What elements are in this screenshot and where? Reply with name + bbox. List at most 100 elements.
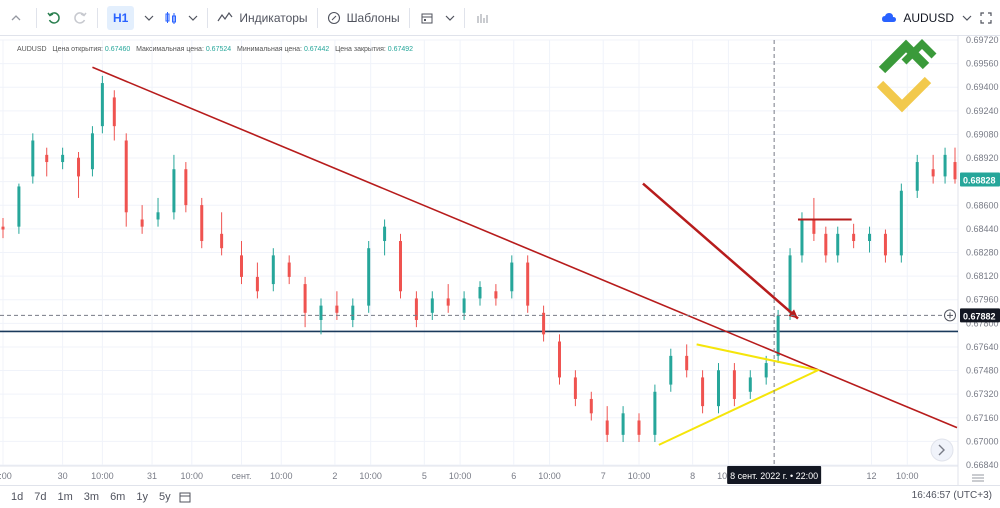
legend-high-label: Максимальная цена: [136, 46, 204, 53]
candle-body [764, 363, 768, 378]
calendar-range-icon[interactable] [179, 491, 191, 503]
candle-body [557, 341, 561, 378]
y-tick-label: 0.69400 [966, 82, 999, 92]
candle-body [90, 133, 94, 170]
top-toolbar: H1 Индикаторы Шаблоны AUDUSD [0, 0, 1000, 36]
candle-body [112, 97, 116, 127]
trendline[interactable] [92, 66, 958, 429]
toolbar-divider [463, 7, 465, 28]
compare-button[interactable] [469, 0, 495, 35]
candle-body [478, 286, 482, 299]
candle-body [716, 370, 720, 407]
candle-body [239, 255, 243, 277]
scroll-realtime-button[interactable] [930, 438, 954, 462]
alert-button[interactable] [414, 0, 440, 35]
y-tick-label: 0.68600 [966, 200, 999, 210]
y-tick-label: 0.68120 [966, 271, 999, 281]
range-7d[interactable]: 7d [34, 491, 47, 503]
range-1y[interactable]: 1y [136, 491, 148, 503]
chart-area[interactable]: 0.69720 0.69560 0.69400 0.69240 0.69080 0.689… [0, 35, 1000, 485]
indicators-label: Индикаторы [239, 10, 308, 25]
price-chart[interactable]: 0.69720 0.69560 0.69400 0.69240 0.69080 0.689… [0, 35, 1000, 485]
y-tick-label: 0.68280 [966, 248, 999, 258]
chevron-right-icon [938, 444, 945, 456]
candle-body [589, 398, 593, 414]
interval-dropdown[interactable] [139, 0, 159, 35]
candle-body [621, 413, 625, 435]
candle-body [824, 233, 828, 256]
candle-body [61, 154, 65, 163]
chevron-up-icon [11, 14, 21, 20]
candle-body [812, 219, 816, 234]
indicators-button[interactable]: Индикаторы [212, 0, 312, 35]
axis-settings-icon[interactable] [972, 474, 984, 482]
candle-body [124, 140, 128, 213]
candle-body [748, 377, 752, 392]
candle-body [184, 169, 188, 206]
x-tick-label: 2 [332, 471, 337, 481]
y-tick-label: 0.66840 [966, 460, 999, 470]
triangle-pattern[interactable] [658, 343, 821, 446]
candle-body [77, 157, 81, 177]
collapse-button[interactable] [0, 0, 32, 35]
range-1m[interactable]: 1m [57, 491, 73, 503]
x-tick-label: 10:00 [896, 471, 919, 481]
chevron-down-icon [144, 15, 154, 21]
alert-dropdown[interactable] [440, 0, 460, 35]
logo-yellow-chevron [876, 76, 932, 113]
x-tick-label: 10:00 [270, 471, 293, 481]
candle-body [800, 219, 804, 256]
candle-body [17, 186, 21, 227]
x-tick-label: 10:00 [628, 471, 651, 481]
candle-body [931, 169, 935, 177]
calendar-icon [421, 13, 433, 23]
redo-button[interactable] [67, 0, 93, 35]
x-tick-label: 6 [511, 471, 516, 481]
candle-body [701, 377, 705, 407]
symbol-selector[interactable]: AUDUSD [881, 0, 972, 35]
range-1d[interactable]: 1d [11, 491, 24, 503]
x-tick-label: 12 [867, 471, 877, 481]
candle-body [526, 262, 530, 306]
crosshair-time-bg [727, 466, 822, 484]
fullscreen-button[interactable] [974, 0, 998, 35]
range-6m[interactable]: 6m [110, 491, 126, 503]
brand-logo [876, 39, 937, 113]
templates-icon [327, 11, 340, 24]
candle-body [398, 241, 402, 292]
templates-button[interactable]: Шаблоны [322, 0, 405, 35]
arrow-shaft[interactable] [642, 182, 799, 320]
y-tick-label: 0.67160 [966, 413, 999, 423]
interval-button[interactable]: H1 [102, 0, 139, 35]
y-tick-label: 0.67320 [966, 389, 999, 399]
candle-body [953, 162, 957, 180]
y-tick-label: 0.69240 [966, 106, 999, 116]
candle-body [836, 233, 840, 256]
y-tick-label: 0.69560 [966, 59, 999, 69]
range-3m[interactable]: 3m [83, 491, 100, 503]
undo-button[interactable] [41, 0, 67, 35]
x-tick-label: 10:00 [181, 471, 204, 481]
toolbar-divider [36, 7, 37, 28]
y-tick-label: 0.68920 [966, 153, 999, 163]
fullscreen-icon [980, 11, 992, 24]
candle-body [271, 255, 275, 285]
x-tick-label: 30 [58, 471, 68, 481]
toolbar-divider [408, 7, 410, 28]
candle-body [510, 262, 514, 292]
chart-type-dropdown[interactable] [183, 0, 203, 35]
bars-icon [477, 13, 488, 23]
chart-type-button[interactable] [159, 0, 183, 35]
candle-body [383, 226, 387, 242]
chevron-down-icon [188, 15, 198, 21]
candle-body [788, 255, 792, 313]
toolbar-divider [97, 7, 98, 28]
range-5y[interactable]: 5y [158, 491, 171, 503]
candle-body [494, 291, 498, 299]
candle-body [140, 219, 144, 227]
interval-label: H1 [107, 5, 135, 30]
candle-body [303, 284, 307, 313]
toolbar-divider [207, 7, 209, 28]
candle-body [637, 420, 641, 435]
candles-icon [165, 11, 177, 24]
